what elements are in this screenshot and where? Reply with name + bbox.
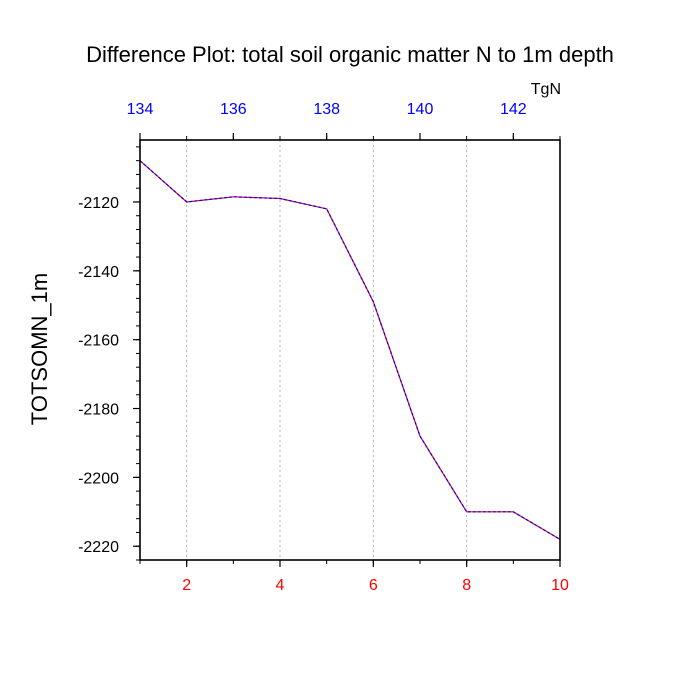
- x-tick-label-8: 8: [462, 577, 471, 594]
- top-axis-unit-label: TgN: [531, 81, 561, 98]
- x-tick-label-2: 2: [182, 577, 191, 594]
- top-tick-label-140: 140: [407, 101, 434, 118]
- top-tick-label-136: 136: [220, 101, 247, 118]
- x-tick-label-10: 10: [551, 577, 569, 594]
- axes: [139, 139, 561, 561]
- y-axis-label: TOTSOMN_1m: [27, 273, 52, 425]
- y-tick-label--2180: -2180: [78, 402, 119, 419]
- series-line-a: [139, 160, 561, 540]
- chart-title: Difference Plot: total soil organic matt…: [86, 42, 614, 67]
- y-tick-label--2200: -2200: [78, 470, 119, 487]
- gridlines: [186, 140, 468, 560]
- series-line-b: [139, 160, 561, 540]
- y-tick-label--2120: -2120: [78, 195, 119, 212]
- x-tick-label-6: 6: [369, 577, 378, 594]
- y-tick-label--2140: -2140: [78, 264, 119, 281]
- x-tick-label-4: 4: [276, 577, 285, 594]
- top-tick-label-142: 142: [500, 101, 527, 118]
- top-tick-label-134: 134: [127, 101, 154, 118]
- top-tick-label-138: 138: [313, 101, 340, 118]
- y-tick-label--2160: -2160: [78, 333, 119, 350]
- y-tick-label--2220: -2220: [78, 539, 119, 556]
- tick-marks: [133, 133, 561, 567]
- plot-frame: [139, 139, 561, 561]
- series-layer: [139, 160, 561, 540]
- tick-labels: 2 4 6 8 10 134 136 138 140 142 -2120 -2140 -2160 -218…: [78, 101, 569, 594]
